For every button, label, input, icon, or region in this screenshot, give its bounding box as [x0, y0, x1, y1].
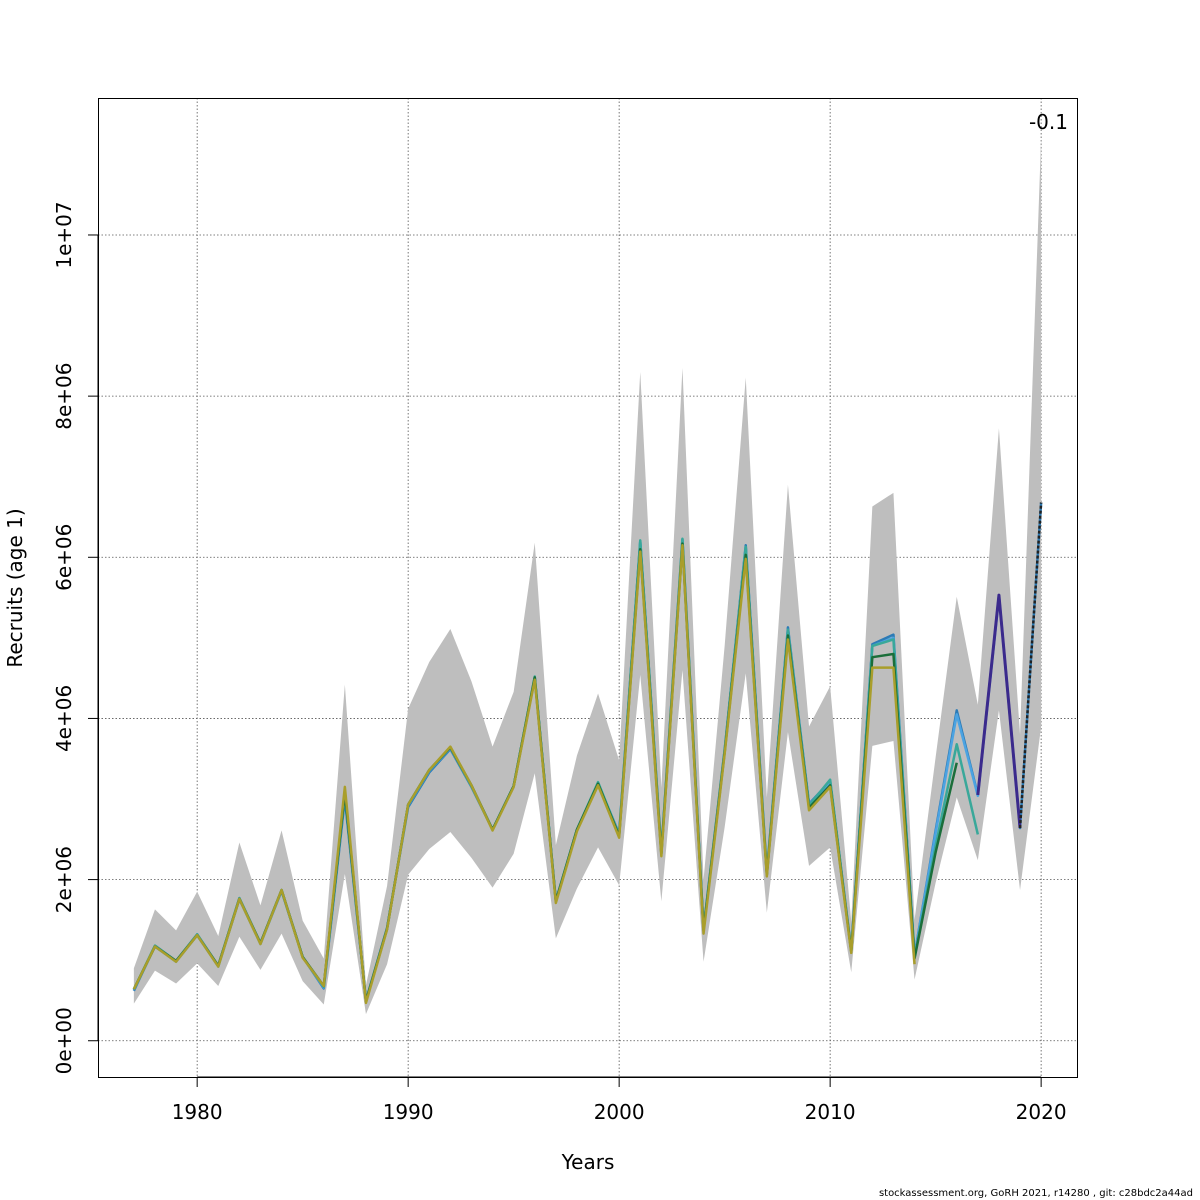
x-tick-label-1990: 1990: [383, 1100, 434, 1124]
y-tick-label-0: 0e+00: [52, 1007, 76, 1074]
y-axis-title: Recruits (age 1): [3, 508, 27, 667]
series-lines-group: [132, 502, 1043, 1005]
y-tick-label-1: 2e+06: [52, 846, 76, 913]
y-tick-label-4: 8e+06: [52, 363, 76, 430]
series-line-projection: [1018, 502, 1043, 829]
x-axis-title: Years: [561, 1150, 615, 1174]
x-axis: 1980 1990 2000 2010 2020: [172, 1076, 1067, 1124]
series-line-run6: [132, 543, 916, 1005]
y-tick-label-5: 1e+07: [52, 201, 76, 268]
y-axis: 0e+00 2e+06 4e+06 6e+06 8e+06 1e+07: [52, 201, 99, 1074]
footer-credit: stockassessment.org, GoRH 2021, r14280 ,…: [879, 1188, 1193, 1199]
confidence-ribbon: [133, 138, 1042, 1015]
y-tick-label-3: 6e+06: [52, 524, 76, 591]
series-line-run3: [976, 593, 1022, 829]
annotation-label: -0.1: [1029, 110, 1068, 134]
confidence-ribbon-group: [133, 138, 1042, 1015]
x-tick-label-2000: 2000: [594, 1100, 645, 1124]
x-tick-label-2010: 2010: [805, 1100, 856, 1124]
x-tick-label-2020: 2020: [1016, 1100, 1067, 1124]
y-tick-label-2: 4e+06: [52, 685, 76, 752]
x-tick-label-1980: 1980: [172, 1100, 223, 1124]
